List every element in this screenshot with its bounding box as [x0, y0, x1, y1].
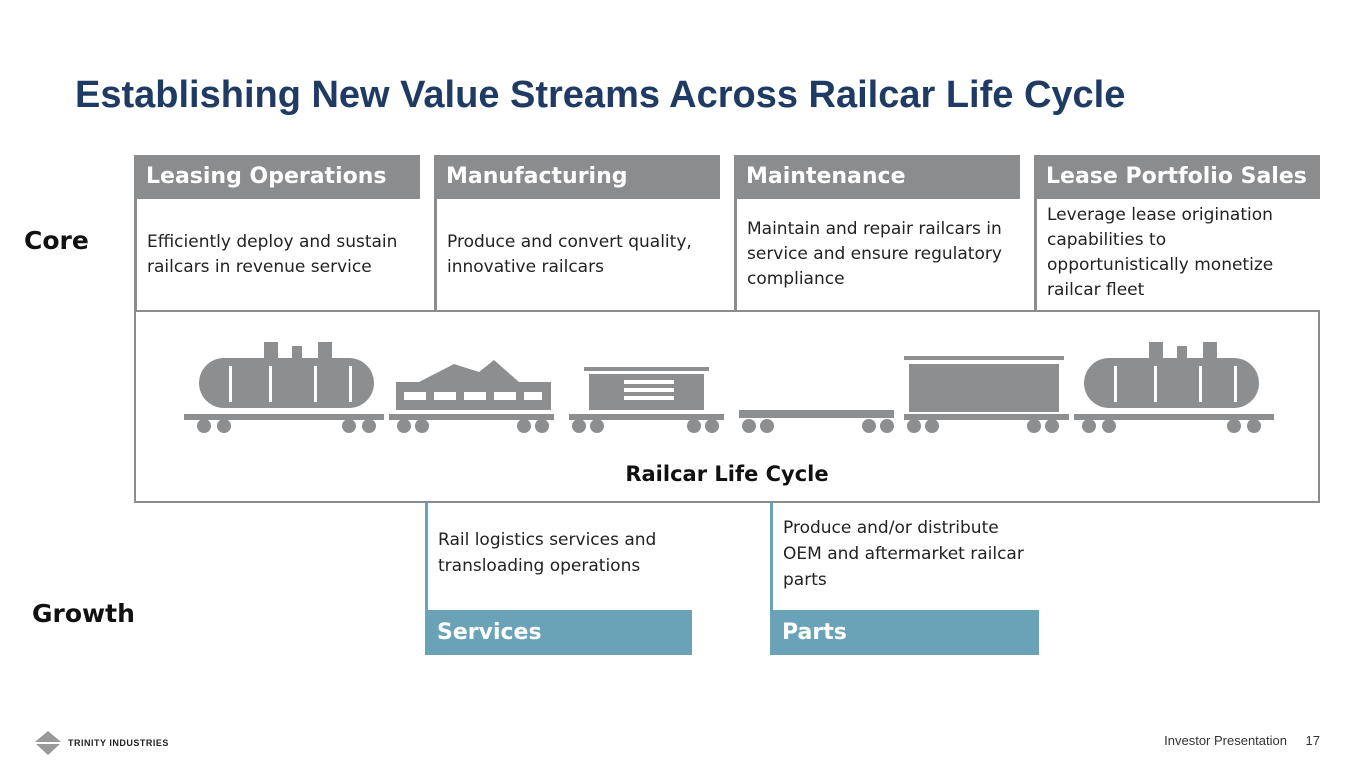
- column-header: Leasing Operations: [134, 155, 420, 199]
- growth-services: Rail logistics services and transloading…: [425, 503, 692, 655]
- column-description: Rail logistics services and transloading…: [425, 503, 692, 610]
- page-title: Establishing New Value Streams Across Ra…: [75, 74, 1126, 116]
- column-header: Services: [425, 610, 692, 655]
- growth-parts: Produce and/or distribute OEM and afterm…: [770, 503, 1039, 655]
- column-description: Produce and convert quality, innovative …: [434, 199, 720, 310]
- core-leasing-operations: Leasing Operations Efficiently deploy an…: [134, 155, 420, 310]
- column-header: Maintenance: [734, 155, 1020, 199]
- footer-text: Investor Presentation: [1164, 733, 1287, 748]
- column-description: Efficiently deploy and sustain railcars …: [134, 199, 420, 310]
- core-maintenance: Maintenance Maintain and repair railcars…: [734, 155, 1020, 310]
- core-label: Core: [24, 226, 89, 255]
- train-illustration-icon: [184, 342, 1274, 433]
- column-description: Produce and/or distribute OEM and afterm…: [770, 503, 1039, 610]
- railcar-life-cycle-box: Railcar Life Cycle: [134, 310, 1320, 503]
- growth-label: Growth: [32, 599, 135, 628]
- column-header: Manufacturing: [434, 155, 720, 199]
- page-number: 17: [1305, 733, 1320, 748]
- column-header: Lease Portfolio Sales: [1034, 155, 1320, 199]
- core-manufacturing: Manufacturing Produce and convert qualit…: [434, 155, 720, 310]
- core-lease-portfolio-sales: Lease Portfolio Sales Leverage lease ori…: [1034, 155, 1320, 310]
- column-header: Parts: [770, 610, 1039, 655]
- cycle-label: Railcar Life Cycle: [625, 462, 829, 486]
- logo-text: TRINITY INDUSTRIES: [68, 738, 169, 748]
- column-description: Leverage lease origination capabilities …: [1034, 199, 1320, 310]
- trinity-logo-icon: [35, 731, 61, 755]
- column-description: Maintain and repair railcars in service …: [734, 199, 1020, 310]
